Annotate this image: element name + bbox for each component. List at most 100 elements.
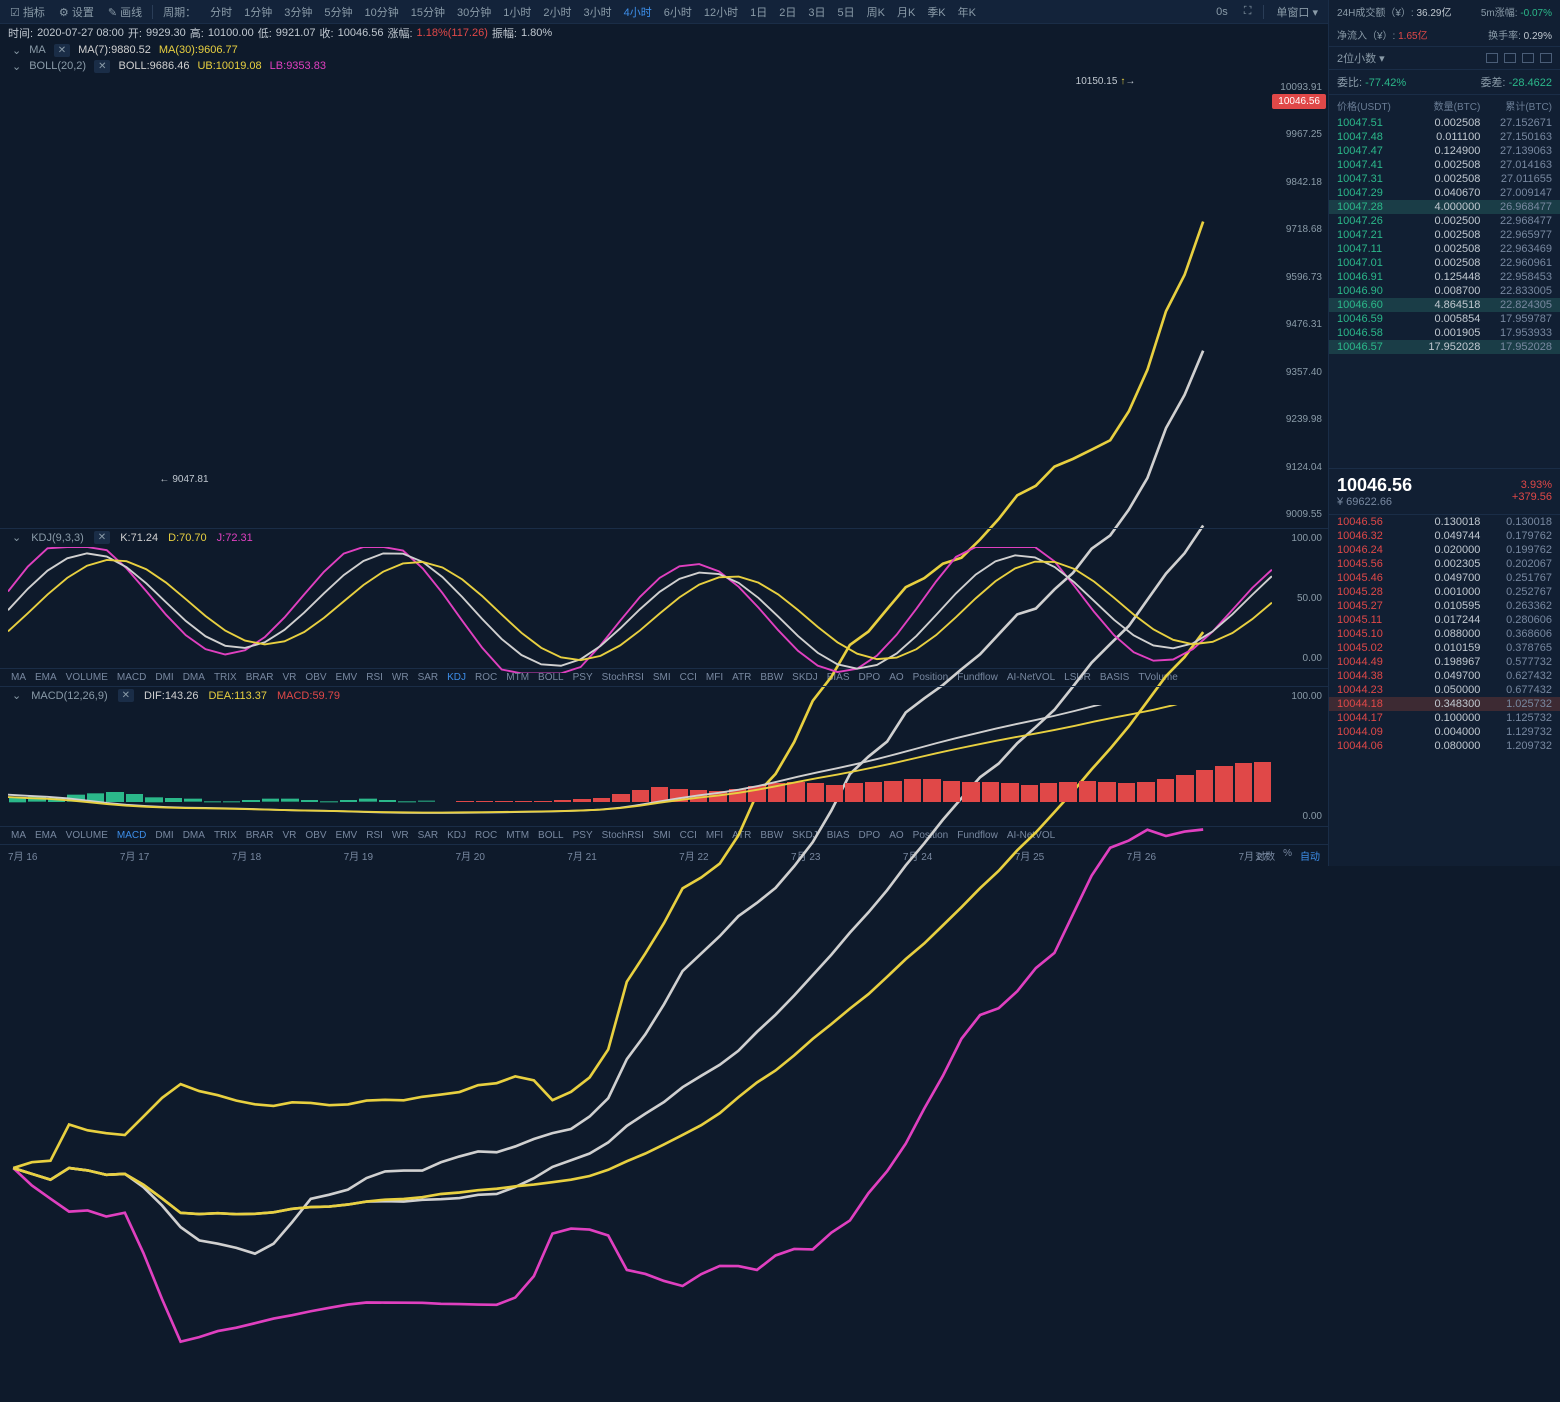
indicator-CCI[interactable]: CCI xyxy=(677,830,700,841)
period-1小时[interactable]: 1小时 xyxy=(497,5,537,21)
view-mode-3-icon[interactable] xyxy=(1522,53,1534,63)
period-5日[interactable]: 5日 xyxy=(832,5,861,21)
orderbook-row[interactable]: 10044.090.0040001.129732 xyxy=(1329,725,1560,739)
period-2小时[interactable]: 2小时 xyxy=(537,5,577,21)
indicator-EMV[interactable]: EMV xyxy=(333,830,361,841)
period-1日[interactable]: 1日 xyxy=(744,5,773,21)
orderbook-row[interactable]: 10045.460.0497000.251767 xyxy=(1329,571,1560,585)
period-6小时[interactable]: 6小时 xyxy=(658,5,698,21)
indicator-Fundflow[interactable]: Fundflow xyxy=(954,830,1001,841)
indicator-PSY[interactable]: PSY xyxy=(570,672,596,683)
pct-btn[interactable]: % xyxy=(1283,848,1292,863)
indicator-EMA[interactable]: EMA xyxy=(32,830,60,841)
indicator-MTM[interactable]: MTM xyxy=(503,830,532,841)
indicator-OBV[interactable]: OBV xyxy=(302,830,329,841)
orderbook-row[interactable]: 10044.380.0497000.627432 xyxy=(1329,669,1560,683)
indicator-DPO[interactable]: DPO xyxy=(856,830,884,841)
refresh-time[interactable]: 0s xyxy=(1210,4,1234,20)
indicator-AO[interactable]: AO xyxy=(886,830,906,841)
period-分时[interactable]: 分时 xyxy=(204,5,238,21)
price-chart[interactable]: 10150.15→ 9047.81 10046.56 10093.919967.… xyxy=(0,74,1328,528)
indicator-AO[interactable]: AO xyxy=(886,672,906,683)
indicator-BRAR[interactable]: BRAR xyxy=(243,672,277,683)
indicator-LSUR[interactable]: LSUR xyxy=(1061,672,1094,683)
orderbook-row[interactable]: 10046.604.86451822.824305 xyxy=(1329,298,1560,312)
indicator-SAR[interactable]: SAR xyxy=(415,672,442,683)
orderbook-row[interactable]: 10046.910.12544822.958453 xyxy=(1329,270,1560,284)
settings-btn[interactable]: ⚙ 设置 xyxy=(53,2,100,22)
indicator-BBW[interactable]: BBW xyxy=(757,672,786,683)
auto-btn[interactable]: 自动 xyxy=(1300,848,1320,863)
indicator-VOLUME[interactable]: VOLUME xyxy=(63,672,111,683)
indicator-MFI[interactable]: MFI xyxy=(703,830,726,841)
orderbook-row[interactable]: 10046.5717.95202817.952028 xyxy=(1329,340,1560,354)
orderbook-row[interactable]: 10045.560.0023050.202067 xyxy=(1329,557,1560,571)
fullscreen-icon[interactable]: ⛶ xyxy=(1238,3,1258,20)
close-icon[interactable]: ✕ xyxy=(94,531,110,544)
close-icon[interactable]: ✕ xyxy=(94,60,110,73)
view-mode-4-icon[interactable] xyxy=(1540,53,1552,63)
indicator-DMI[interactable]: DMI xyxy=(152,672,176,683)
orderbook-row[interactable]: 10047.480.01110027.150163 xyxy=(1329,130,1560,144)
indicator-MFI[interactable]: MFI xyxy=(703,672,726,683)
orderbook-row[interactable]: 10045.280.0010000.252767 xyxy=(1329,585,1560,599)
orderbook-row[interactable]: 10044.180.3483001.025732 xyxy=(1329,697,1560,711)
drawline-btn[interactable]: ✎ 画线 xyxy=(102,2,148,22)
indicator-ROC[interactable]: ROC xyxy=(472,830,500,841)
indicator-VR[interactable]: VR xyxy=(280,830,300,841)
window-mode[interactable]: 单窗口 ▾ xyxy=(1270,2,1324,22)
orderbook-row[interactable]: 10045.110.0172440.280606 xyxy=(1329,613,1560,627)
indicator-SKDJ[interactable]: SKDJ xyxy=(789,672,821,683)
orderbook-row[interactable]: 10047.510.00250827.152671 xyxy=(1329,116,1560,130)
kdj-chart[interactable]: ⌄ KDJ(9,3,3) ✕ K:71.24 D:70.70 J:72.31 1… xyxy=(0,528,1328,668)
indicator-RSI[interactable]: RSI xyxy=(363,830,386,841)
indicator-BBW[interactable]: BBW xyxy=(757,830,786,841)
orderbook-row[interactable]: 10045.020.0101590.378765 xyxy=(1329,641,1560,655)
orderbook-row[interactable]: 10045.100.0880000.368606 xyxy=(1329,627,1560,641)
indicator-OBV[interactable]: OBV xyxy=(302,672,329,683)
indicator-TVolume[interactable]: TVolume xyxy=(1135,672,1180,683)
orderbook-row[interactable]: 10047.110.00250822.963469 xyxy=(1329,242,1560,256)
orderbook-row[interactable]: 10046.580.00190517.953933 xyxy=(1329,326,1560,340)
indicator-Position[interactable]: Position xyxy=(910,830,952,841)
indicator-SMI[interactable]: SMI xyxy=(650,672,674,683)
indicator-SKDJ[interactable]: SKDJ xyxy=(789,830,821,841)
indicator-StochRSI[interactable]: StochRSI xyxy=(599,830,647,841)
macd-chart[interactable]: ⌄ MACD(12,26,9) ✕ DIF:143.26 DEA:113.37 … xyxy=(0,686,1328,826)
indicator-PSY[interactable]: PSY xyxy=(570,830,596,841)
orderbook-row[interactable]: 10047.260.00250022.968477 xyxy=(1329,214,1560,228)
orderbook-row[interactable]: 10044.230.0500000.677432 xyxy=(1329,683,1560,697)
period-3分钟[interactable]: 3分钟 xyxy=(278,5,318,21)
orderbook-row[interactable]: 10046.900.00870022.833005 xyxy=(1329,284,1560,298)
indicator-DPO[interactable]: DPO xyxy=(856,672,884,683)
indicator-ATR[interactable]: ATR xyxy=(729,672,754,683)
period-1分钟[interactable]: 1分钟 xyxy=(238,5,278,21)
orderbook-row[interactable]: 10046.240.0200000.199762 xyxy=(1329,543,1560,557)
indicator-KDJ[interactable]: KDJ xyxy=(444,830,469,841)
indicator-BIAS[interactable]: BIAS xyxy=(824,672,853,683)
indicator-BOLL[interactable]: BOLL xyxy=(535,672,567,683)
indicator-btn[interactable]: ☑ 指标 xyxy=(4,2,51,22)
indicator-ATR[interactable]: ATR xyxy=(729,830,754,841)
indicator-Fundflow[interactable]: Fundflow xyxy=(954,672,1001,683)
indicator-DMA[interactable]: DMA xyxy=(180,672,208,683)
indicator-RSI[interactable]: RSI xyxy=(363,672,386,683)
indicator-MACD[interactable]: MACD xyxy=(114,830,149,841)
orderbook-row[interactable]: 10046.560.1300180.130018 xyxy=(1329,515,1560,529)
orderbook-row[interactable]: 10044.490.1989670.577732 xyxy=(1329,655,1560,669)
orderbook-row[interactable]: 10046.320.0497440.179762 xyxy=(1329,529,1560,543)
period-月K[interactable]: 月K xyxy=(891,5,921,21)
indicator-WR[interactable]: WR xyxy=(389,672,412,683)
indicator-WR[interactable]: WR xyxy=(389,830,412,841)
log-scale-btn[interactable]: 对数 xyxy=(1255,848,1275,863)
indicator-CCI[interactable]: CCI xyxy=(677,672,700,683)
indicator-VOLUME[interactable]: VOLUME xyxy=(63,830,111,841)
indicator-TRIX[interactable]: TRIX xyxy=(211,830,240,841)
period-4小时[interactable]: 4小时 xyxy=(618,5,658,21)
indicator-MACD[interactable]: MACD xyxy=(114,672,149,683)
indicator-BASIS[interactable]: BASIS xyxy=(1097,672,1132,683)
indicator-MA[interactable]: MA xyxy=(8,830,29,841)
orderbook-row[interactable]: 10047.310.00250827.011655 xyxy=(1329,172,1560,186)
orderbook-row[interactable]: 10045.270.0105950.263362 xyxy=(1329,599,1560,613)
indicator-Position[interactable]: Position xyxy=(910,672,952,683)
